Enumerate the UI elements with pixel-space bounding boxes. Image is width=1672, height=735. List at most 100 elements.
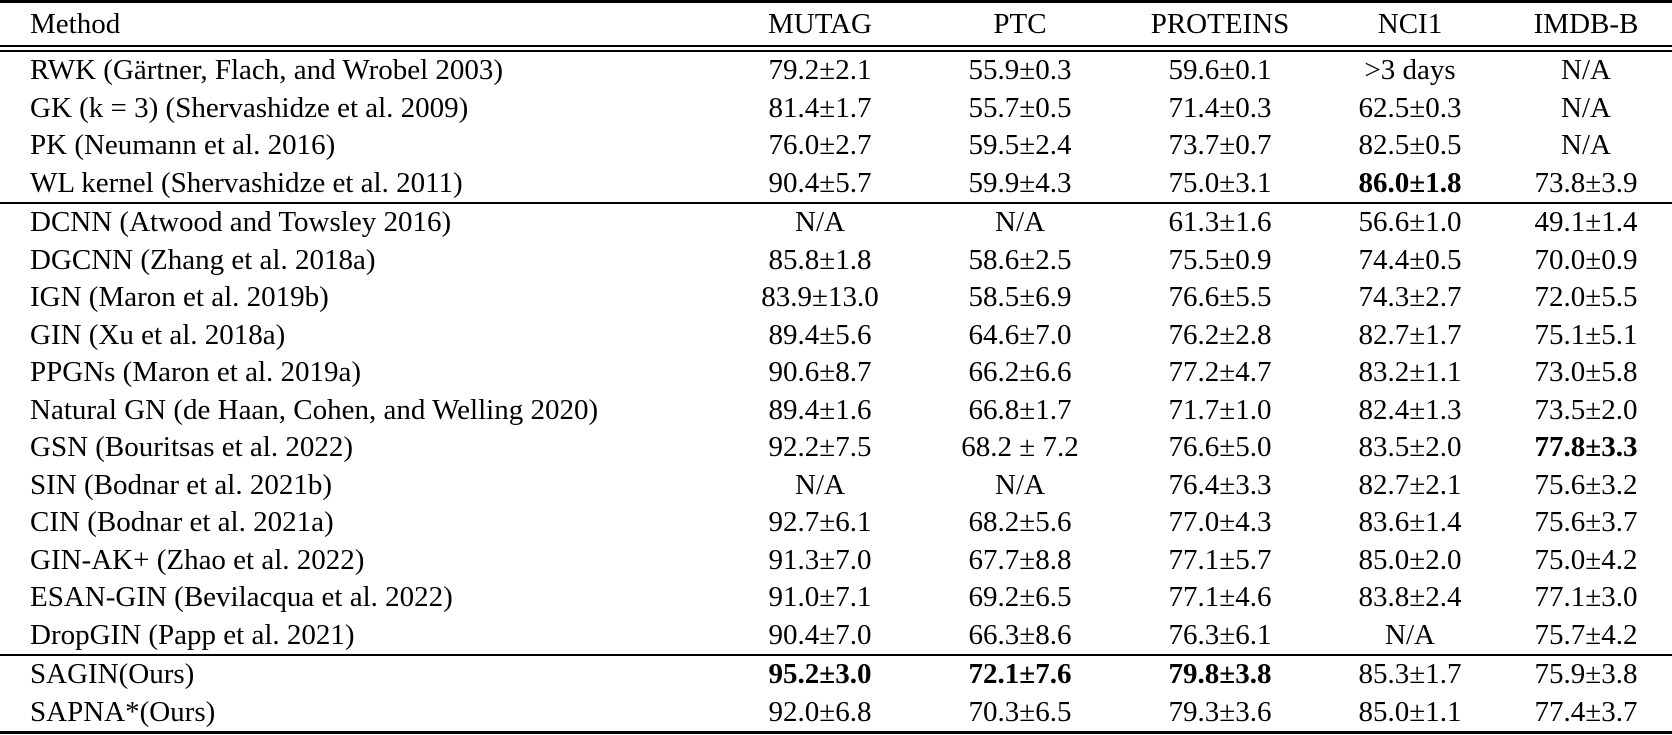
value-cell: 85.3±1.7 [1320,654,1500,694]
value-cell: 72.0±5.5 [1534,281,1638,314]
value-cell: 71.7±1.0 [1168,393,1272,426]
value-cell: 76.3±6.1 [1168,618,1272,651]
value-cell: 73.7±0.7 [1168,129,1272,162]
method-cell: GK (k = 3) (Shervashidze et al. 2009) [30,91,469,124]
header-row: Method MUTAG PTC PROTEINS NCI1 IMDB-B [0,1,1672,52]
value-cell: 71.4±0.3 [1168,91,1272,124]
section-gnn-methods: DCNN (Atwood and Towsley 2016) N/A N/A 61.3… [0,202,1672,656]
value-cell: 90.6±8.7 [768,356,872,389]
value-cell: 76.4±3.3 [1168,468,1272,501]
value-cell: 92.0±6.8 [768,695,872,728]
table-row: PPGNs (Maron et al. 2019a) 90.6±8.7 66.2±6… [0,354,1672,392]
table-row: RWK (Gärtner, Flach, and Wrobel 2003) 79.… [0,47,1672,90]
method-cell: SIN (Bodnar et al. 2021b) [30,468,333,501]
method-cell: PPGNs (Maron et al. 2019a) [30,356,362,389]
value-cell: 90.4±7.0 [768,618,872,651]
value-cell: 91.3±7.0 [768,543,872,576]
value-cell: 82.5±0.5 [1358,129,1462,162]
value-cell: N/A [1561,129,1611,162]
value-cell: 77.2±4.7 [1168,356,1272,389]
value-cell: 82.7±1.7 [1358,318,1462,351]
value-cell: 89.4±1.6 [768,393,872,426]
value-cell: 79.3±3.6 [1168,695,1272,728]
value-cell: 77.4±3.7 [1534,695,1638,728]
value-cell: 83.6±1.4 [1358,506,1462,539]
value-cell: 74.4±0.5 [1358,243,1462,276]
method-cell: PK (Neumann et al. 2016) [30,129,336,162]
table-row: DGCNN (Zhang et al. 2018a) 85.8±1.8 58.6±2… [0,242,1672,280]
value-cell: N/A [795,468,845,501]
value-cell: 72.1±7.6 [920,654,1120,694]
header-cell-proteins: PROTEINS [1120,1,1320,52]
value-cell: 77.1±4.6 [1168,581,1272,614]
method-cell: GSN (Bouritsas et al. 2022) [30,431,353,464]
value-cell: 81.4±1.7 [768,91,872,124]
table-row: WL kernel (Shervashidze et al. 2011) 90.4… [0,165,1672,204]
table-row: CIN (Bodnar et al. 2021a) 92.7±6.1 68.2±5.… [0,504,1672,542]
value-cell: 95.2±3.0 [720,654,920,694]
value-cell: 73.8±3.9 [1534,166,1638,199]
method-cell: SAPNA*(Ours) [30,695,216,728]
value-cell: N/A [720,202,920,242]
value-cell: 79.8±3.8 [1120,654,1320,694]
value-cell: N/A [1561,91,1611,124]
value-cell: 83.5±2.0 [1358,431,1462,464]
value-cell: 77.0±4.3 [1168,506,1272,539]
header-cell-nci1: NCI1 [1320,1,1500,52]
header-cell-imdb-b: IMDB-B [1500,1,1672,52]
table-row: GIN (Xu et al. 2018a) 89.4±5.6 64.6±7.0 76.… [0,317,1672,355]
value-cell: 75.0±4.2 [1534,543,1638,576]
value-cell: 91.0±7.1 [768,581,872,614]
value-cell: 77.1±5.7 [1168,543,1272,576]
value-cell: 68.2 ± 7.2 [961,431,1079,464]
method-cell: ESAN-GIN (Bevilacqua et al. 2022) [30,581,453,614]
value-cell: 83.9±13.0 [761,281,879,314]
table-row: SAPNA*(Ours) 92.0±6.8 70.3±6.5 79.3±3.6 85.0… [0,694,1672,733]
value-cell: 77.8±3.3 [1534,431,1638,464]
method-cell: SAGIN(Ours) [0,654,720,694]
method-cell: DGCNN (Zhang et al. 2018a) [30,243,376,276]
method-cell: RWK (Gärtner, Flach, and Wrobel 2003) [0,47,720,90]
value-cell: 61.3±1.6 [1120,202,1320,242]
value-cell: 49.1±1.4 [1500,202,1672,242]
value-cell: N/A [1385,618,1435,651]
value-cell: 92.7±6.1 [768,506,872,539]
value-cell: N/A [920,202,1120,242]
value-cell: 73.0±5.8 [1534,356,1638,389]
value-cell: 83.8±2.4 [1358,581,1462,614]
value-cell: 75.6±3.7 [1534,506,1638,539]
value-cell: 85.8±1.8 [768,243,872,276]
section-graph-kernel-methods: RWK (Gärtner, Flach, and Wrobel 2003) 79.… [0,47,1672,204]
value-cell: 56.6±1.0 [1320,202,1500,242]
value-cell: 58.5±6.9 [968,281,1072,314]
value-cell: 86.0±1.8 [1358,166,1462,199]
value-cell: 70.0±0.9 [1534,243,1638,276]
value-cell: 83.2±1.1 [1358,356,1462,389]
method-cell: WL kernel (Shervashidze et al. 2011) [30,166,463,199]
header-cell-ptc: PTC [920,1,1120,52]
value-cell: >3 days [1320,47,1500,90]
value-cell: 66.3±8.6 [968,618,1072,651]
table-row: Natural GN (de Haan, Cohen, and Welling … [0,392,1672,430]
value-cell: 76.2±2.8 [1168,318,1272,351]
value-cell: 77.1±3.0 [1534,581,1638,614]
method-cell: GIN-AK+ (Zhao et al. 2022) [30,543,365,576]
table-row: DropGIN (Papp et al. 2021) 90.4±7.0 66.3±8… [0,617,1672,656]
value-cell: 75.0±3.1 [1168,166,1272,199]
value-cell: 68.2±5.6 [968,506,1072,539]
value-cell: 79.2±2.1 [720,47,920,90]
table-header: Method MUTAG PTC PROTEINS NCI1 IMDB-B [0,1,1672,52]
value-cell: 64.6±7.0 [968,318,1072,351]
table-row: SIN (Bodnar et al. 2021b) N/A N/A 76.4±3.3 8… [0,467,1672,505]
section-our-methods: SAGIN(Ours) 95.2±3.0 72.1±7.6 79.8±3.8 85.3±… [0,654,1672,733]
value-cell: 75.6±3.2 [1534,468,1638,501]
value-cell: 85.0±1.1 [1358,695,1462,728]
value-cell: 55.7±0.5 [968,91,1072,124]
value-cell: 74.3±2.7 [1358,281,1462,314]
value-cell: 92.2±7.5 [768,431,872,464]
method-cell: DropGIN (Papp et al. 2021) [30,618,355,651]
value-cell: 90.4±5.7 [768,166,872,199]
value-cell: 69.2±6.5 [968,581,1072,614]
method-cell: DCNN (Atwood and Towsley 2016) [0,202,720,242]
value-cell: 82.4±1.3 [1358,393,1462,426]
